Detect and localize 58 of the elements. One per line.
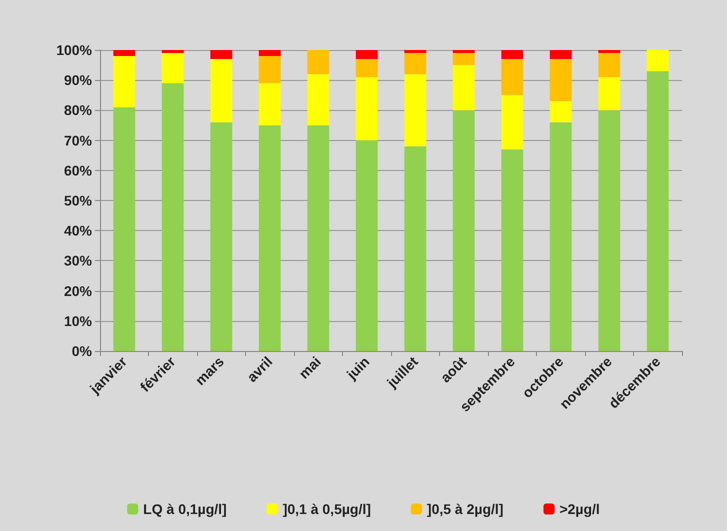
bar <box>501 50 524 60</box>
x-tick-label: mai <box>296 353 324 382</box>
bar <box>452 110 475 351</box>
bar <box>113 107 136 351</box>
bar <box>210 59 232 122</box>
bar <box>598 110 620 351</box>
bar <box>452 53 475 66</box>
y-tick-label: 70% <box>64 132 93 148</box>
bar <box>646 50 669 72</box>
y-tick-label: 100% <box>56 42 93 58</box>
y-tick-label: 90% <box>64 72 93 88</box>
legend-label: LQ à 0,1µg/l] <box>143 501 227 517</box>
y-tick-label: 50% <box>64 192 93 208</box>
y-tick-label: 60% <box>64 162 93 178</box>
bar <box>258 50 281 56</box>
bar <box>258 83 281 126</box>
bar <box>210 122 232 351</box>
bar <box>550 50 572 60</box>
y-tick-label: 0% <box>72 343 93 359</box>
bar <box>501 149 524 351</box>
bar <box>258 56 281 84</box>
bar <box>162 50 184 54</box>
bar <box>162 83 184 351</box>
bar <box>307 74 330 126</box>
bar <box>210 50 232 60</box>
bar <box>307 125 330 351</box>
bar <box>501 59 524 96</box>
bar <box>113 56 136 108</box>
bar <box>598 50 620 54</box>
y-tick-label: 30% <box>64 252 93 269</box>
bar <box>258 125 281 351</box>
bar <box>404 53 426 74</box>
bar <box>113 50 136 56</box>
legend-label: >2µg/l <box>559 501 600 517</box>
bar <box>598 53 620 78</box>
y-tick-label: 10% <box>64 312 93 329</box>
bar <box>356 50 378 60</box>
bar <box>550 122 572 351</box>
bar <box>356 59 378 78</box>
bar <box>550 101 572 122</box>
y-tick-label: 40% <box>64 222 93 239</box>
bar <box>452 50 475 54</box>
bar <box>162 53 184 84</box>
bar <box>452 65 475 110</box>
bar <box>356 140 378 351</box>
bar <box>598 77 620 110</box>
bar <box>404 50 426 54</box>
y-tick-label: 20% <box>64 282 93 299</box>
bar <box>550 59 572 102</box>
bar <box>356 77 378 140</box>
bar <box>501 95 524 150</box>
bar <box>404 146 426 351</box>
y-tick-label: 80% <box>64 102 93 118</box>
bar <box>404 74 426 146</box>
bar <box>646 71 669 351</box>
legend-label: ]0,1 à 0,5µg/l] <box>282 501 371 517</box>
legend-label: ]0,5 à 2µg/l] <box>426 501 504 517</box>
bar <box>307 50 330 74</box>
